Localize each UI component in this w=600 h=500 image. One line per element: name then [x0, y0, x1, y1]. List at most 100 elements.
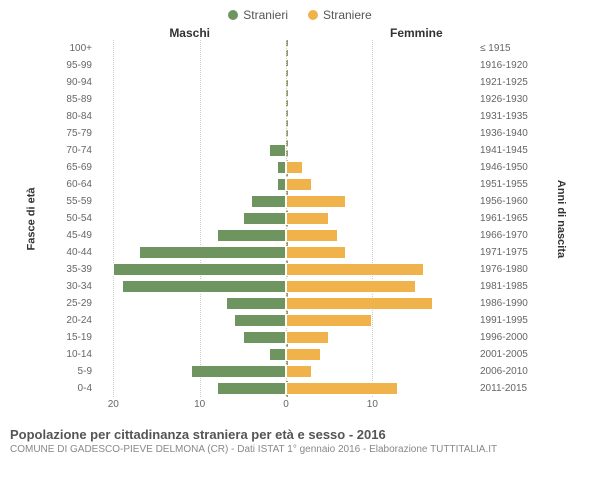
bar-zone — [96, 176, 476, 193]
bar-male — [139, 246, 286, 259]
footer-title: Popolazione per cittadinanza straniera p… — [10, 427, 590, 442]
chart-row: 50-54 1961-1965 — [50, 210, 540, 227]
age-label: 5-9 — [50, 366, 96, 377]
chart-row: 80-84 1931-1935 — [50, 108, 540, 125]
birth-label: 1991-1995 — [476, 315, 540, 326]
x-tick: 10 — [367, 399, 378, 410]
age-label: 45-49 — [50, 230, 96, 241]
age-label: 20-24 — [50, 315, 96, 326]
legend: Stranieri Straniere — [0, 0, 600, 26]
birth-label: 1931-1935 — [476, 111, 540, 122]
x-tick: 20 — [108, 399, 119, 410]
age-label: 30-34 — [50, 281, 96, 292]
chart-row: 90-94 1921-1925 — [50, 74, 540, 91]
bar-female — [286, 263, 424, 276]
swatch-female — [308, 10, 318, 20]
age-label: 50-54 — [50, 213, 96, 224]
age-label: 100+ — [50, 43, 96, 54]
bar-male — [251, 195, 286, 208]
chart-row: 30-341981-1985 — [50, 278, 540, 295]
bar-female — [286, 280, 416, 293]
bar-zone — [96, 329, 476, 346]
legend-item-female: Straniere — [308, 8, 372, 22]
chart-row: 40-44 1971-1975 — [50, 244, 540, 261]
chart-row: 5-9 2006-2010 — [50, 363, 540, 380]
chart-row: 15-19 1996-2000 — [50, 329, 540, 346]
bar-male — [234, 314, 286, 327]
pyramid-chart: Fasce di età Anni di nascita 100+≤ 19159… — [0, 40, 600, 397]
bar-male — [269, 144, 286, 157]
bar-zone — [96, 74, 476, 91]
birth-label: 1941-1945 — [476, 145, 540, 156]
birth-label: 1971-1975 — [476, 247, 540, 258]
bar-female — [286, 195, 346, 208]
legend-label-female: Straniere — [323, 8, 372, 22]
bar-zone — [96, 278, 476, 295]
legend-label-male: Stranieri — [243, 8, 288, 22]
header-male: Maschi — [0, 26, 300, 40]
birth-label: 1951-1955 — [476, 179, 540, 190]
bar-zone — [96, 125, 476, 142]
bar-zone — [96, 193, 476, 210]
bar-zone — [96, 363, 476, 380]
bar-zone — [96, 108, 476, 125]
chart-row: 10-142001-2005 — [50, 346, 540, 363]
age-label: 95-99 — [50, 60, 96, 71]
birth-label: ≤ 1915 — [476, 43, 540, 54]
bar-zone — [96, 91, 476, 108]
column-headers: Maschi Femmine — [0, 26, 600, 40]
x-tick: 10 — [194, 399, 205, 410]
chart-row: 45-49 1966-1970 — [50, 227, 540, 244]
birth-label: 1996-2000 — [476, 332, 540, 343]
age-label: 65-69 — [50, 162, 96, 173]
chart-row: 60-641951-1955 — [50, 176, 540, 193]
bar-female — [286, 365, 312, 378]
age-label: 85-89 — [50, 94, 96, 105]
bar-male — [269, 348, 286, 361]
age-label: 75-79 — [50, 128, 96, 139]
bar-female — [286, 178, 312, 191]
birth-label: 1986-1990 — [476, 298, 540, 309]
bar-female — [286, 382, 398, 395]
birth-label: 1956-1960 — [476, 196, 540, 207]
bar-female — [286, 297, 433, 310]
y-axis-left-title: Fasce di età — [25, 187, 37, 250]
bar-male — [277, 178, 286, 191]
age-label: 55-59 — [50, 196, 96, 207]
footer-subtitle: COMUNE DI GADESCO-PIEVE DELMONA (CR) - D… — [10, 444, 590, 455]
age-label: 0-4 — [50, 383, 96, 394]
age-label: 70-74 — [50, 145, 96, 156]
chart-row: 25-29 1986-1990 — [50, 295, 540, 312]
age-label: 15-19 — [50, 332, 96, 343]
birth-label: 1961-1965 — [476, 213, 540, 224]
bar-male — [226, 297, 286, 310]
age-label: 80-84 — [50, 111, 96, 122]
birth-label: 1921-1925 — [476, 77, 540, 88]
bar-female — [286, 212, 329, 225]
bar-female — [286, 161, 303, 174]
age-label: 40-44 — [50, 247, 96, 258]
x-axis: 2010010 — [0, 399, 600, 415]
age-label: 90-94 — [50, 77, 96, 88]
bar-zone — [96, 142, 476, 159]
chart-row: 100+ ≤ 1915 — [50, 40, 540, 57]
bar-male — [277, 161, 286, 174]
bar-male — [122, 280, 286, 293]
header-female: Femmine — [300, 26, 600, 40]
bar-zone — [96, 295, 476, 312]
age-label: 10-14 — [50, 349, 96, 360]
birth-label: 2011-2015 — [476, 383, 540, 394]
legend-item-male: Stranieri — [228, 8, 288, 22]
birth-label: 1936-1940 — [476, 128, 540, 139]
bar-zone — [96, 346, 476, 363]
bar-female — [286, 229, 338, 242]
bar-male — [217, 382, 286, 395]
birth-label: 1966-1970 — [476, 230, 540, 241]
chart-row: 55-59 1956-1960 — [50, 193, 540, 210]
birth-label: 2006-2010 — [476, 366, 540, 377]
age-label: 25-29 — [50, 298, 96, 309]
bar-zone — [96, 159, 476, 176]
chart-row: 85-891926-1930 — [50, 91, 540, 108]
chart-row: 75-79 1936-1940 — [50, 125, 540, 142]
bar-female — [286, 246, 346, 259]
